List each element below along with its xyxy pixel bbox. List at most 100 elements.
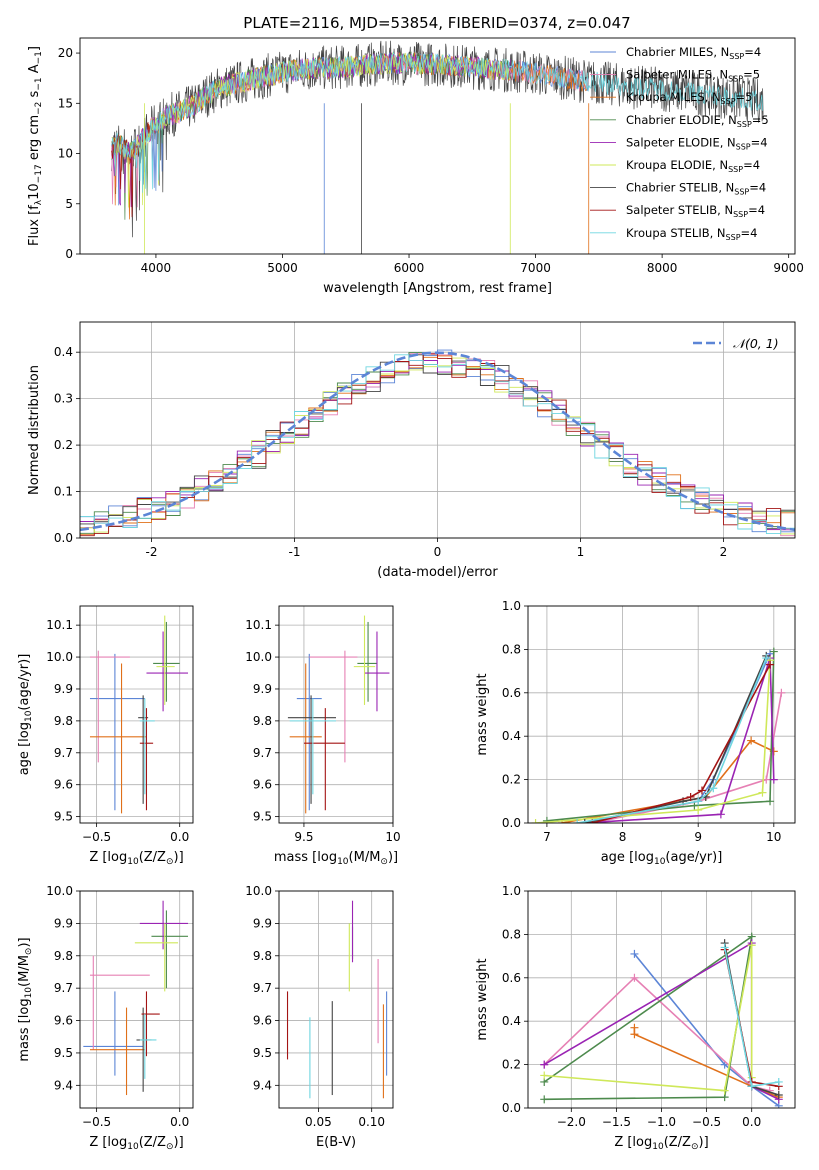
y-tick-label: 9.5 [54, 810, 73, 824]
legend-label: 𝒩(0, 1) [733, 336, 779, 351]
axes-frame [527, 890, 796, 1109]
weight-marker [769, 647, 778, 656]
x-tick-label: -1 [289, 545, 301, 559]
weight-marker [709, 784, 718, 793]
x-axis-label: Z [log10(Z/Z⊙)] [614, 1135, 708, 1152]
axes-frame [79, 37, 796, 255]
y-tick-label: 0.1 [54, 485, 73, 499]
weight-marker [694, 797, 703, 806]
weight-marker [690, 801, 699, 810]
weight-marker [686, 792, 695, 801]
y-tick-label: 0.8 [502, 642, 521, 656]
figure-title: PLATE=2116, MJD=53854, FIBERID=0374, z=0… [243, 14, 630, 32]
y-tick-label: 0 [65, 247, 73, 261]
y-tick-label: 9.7 [54, 981, 73, 995]
axes-frame [79, 605, 194, 824]
weight-marker [694, 805, 703, 814]
weight-marker [542, 816, 551, 823]
weight-marker [540, 1071, 549, 1080]
legend-label: Chabrier ELODIE, NSSP=5 [626, 113, 769, 129]
weight-marker [720, 1086, 729, 1095]
y-tick-label: 10.0 [245, 650, 272, 664]
y-tick-label: 10.1 [245, 618, 272, 632]
weight-marker [766, 660, 775, 669]
axes-frame [278, 605, 394, 824]
y-tick-label: 9.6 [253, 778, 272, 792]
x-tick-label: −0.5 [82, 830, 111, 844]
x-axis-label: wavelength [Angstrom, rest frame] [323, 281, 552, 296]
weight-line-salpeter-elodie [584, 657, 775, 823]
plot-area [83, 900, 189, 1096]
x-tick-label: 5000 [267, 261, 298, 275]
y-tick-label: 9.6 [54, 778, 73, 792]
y-tick-label: 0.6 [502, 686, 521, 700]
axes-frame [79, 890, 194, 1109]
x-axis-label: age [log10(age/yr)] [601, 850, 723, 867]
y-tick-label: 0.4 [502, 729, 521, 743]
panel-mass-vs-EBV: 0.05 0.10 9.4 9.5 9.6 9.7 9.8 9.9 10.0 E(B-V) [245, 884, 394, 1150]
x-tick-label: 7000 [520, 261, 551, 275]
panels: 4000 5000 6000 7000 8000 900005101520waveleng… [17, 37, 804, 1152]
y-axis-label: mass weight [475, 673, 490, 755]
y-tick-label: 9.7 [253, 981, 272, 995]
weight-marker [774, 1090, 783, 1099]
panel-mass-vs-Z: −0.5 0.0 9.4 9.5 9.6 9.7 9.8 9.9 10.0 Z [log10(Z/… [17, 884, 194, 1152]
weight-marker [630, 973, 639, 982]
y-tick-label: 0.6 [502, 971, 521, 985]
y-tick-label: 10.0 [46, 884, 73, 898]
y-tick-label: 5 [65, 197, 73, 211]
weight-marker [697, 786, 706, 795]
y-tick-label: 0.8 [502, 927, 521, 941]
weight-marker [573, 819, 582, 823]
y-tick-label: 9.8 [253, 714, 272, 728]
spectrum-line-chabrier-stelib [111, 40, 764, 238]
weight-marker [747, 941, 756, 950]
y-tick-label: 9.8 [54, 949, 73, 963]
y-tick-label: 9.5 [253, 810, 272, 824]
spectrum-line-kroupa-stelib [111, 51, 764, 193]
weight-marker [747, 736, 756, 745]
y-tick-label: 0.0 [502, 1101, 521, 1115]
y-tick-label: 9.6 [253, 1014, 272, 1028]
histogram-chabrier-stelib [80, 354, 795, 529]
axes-frame [79, 321, 796, 539]
x-axis-label: (data-model)/error [377, 565, 498, 580]
y-tick-label: 15 [58, 96, 73, 110]
plot-area [89, 615, 189, 814]
x-tick-label: −1.5 [602, 1115, 631, 1129]
y-tick-label: 9.6 [54, 1014, 73, 1028]
legend-label: Kroupa MILES, NSSP=5 [626, 90, 752, 106]
legend-label: Kroupa ELODIE, NSSP=4 [626, 158, 760, 174]
legend-label: Salpeter ELODIE, NSSP=4 [626, 135, 768, 151]
plot-area [80, 349, 795, 537]
legend-label: Salpeter STELIB, NSSP=4 [626, 203, 765, 219]
legend-label: Salpeter MILES, NSSP=5 [626, 68, 760, 84]
y-tick-label: 0.2 [54, 438, 73, 452]
weight-marker [716, 810, 725, 819]
y-tick-label: 9.9 [54, 682, 73, 696]
weight-marker [769, 775, 778, 784]
x-tick-label: −2.0 [557, 1115, 586, 1129]
legend-label: Chabrier MILES, NSSP=4 [626, 45, 761, 61]
plot-area [111, 40, 764, 254]
x-tick-label: 0.0 [170, 830, 189, 844]
panel-mass-weight-vs-Z: −2.0 −1.5 −1.0 −0.5 0.0 0.0 0.2 0.4 0.6 0.8 1.0 Z [… [475, 884, 796, 1152]
weight-marker [540, 1095, 549, 1104]
weight-marker [747, 1082, 756, 1091]
x-tick-label: −0.5 [692, 1115, 721, 1129]
x-tick-label: −1.0 [647, 1115, 676, 1129]
x-tick-label: 10 [766, 830, 781, 844]
y-tick-label: 0.3 [54, 392, 73, 406]
weight-line-chabrier-miles [633, 953, 780, 1107]
y-tick-label: 10.0 [245, 884, 272, 898]
y-tick-label: 1.0 [502, 884, 521, 898]
plot-area [531, 647, 786, 823]
x-tick-label: 8 [619, 830, 627, 844]
y-axis-label: mass [log10(M/M⊙)] [17, 937, 34, 1061]
y-tick-label: 10 [58, 147, 73, 161]
panel-age-vs-mass: 9.5 10 9.5 9.6 9.7 9.8 9.9 10.0 10.1 mass [log10(… [245, 605, 401, 867]
y-tick-label: 0.2 [502, 1058, 521, 1072]
panel-spectrum: 4000 5000 6000 7000 8000 9000 0 5 10 15 20 waveleng… [27, 37, 804, 296]
weight-marker [758, 788, 767, 797]
